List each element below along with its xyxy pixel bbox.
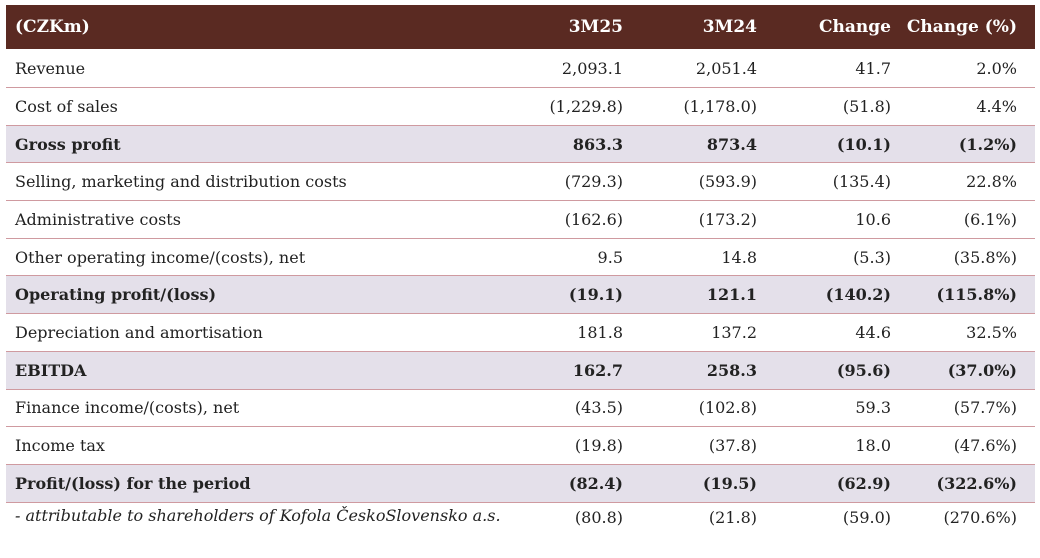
header-label-currency: (CZKm)	[15, 17, 90, 37]
row-label: Profit/(loss) for the period	[15, 473, 251, 493]
value-change-pct: 2.0%	[976, 58, 1017, 78]
table-body: Revenue 2,093.1 2,051.4 41.7 2.0% Cost of sal…	[6, 49, 1035, 547]
row-label: - attributable to shareholders of Kofola…	[15, 505, 501, 525]
table-row: Other operating income/(costs), net 9.5 14…	[6, 239, 1035, 277]
value-3m25: 181.8	[577, 322, 623, 342]
income-statement-table: (CZKm) 3M25 3M24 Change Change (%) Reven…	[6, 5, 1035, 547]
value-3m25: (729.3)	[564, 172, 623, 192]
value-3m25: (19.8)	[574, 436, 623, 456]
table-row: Administrative costs (162.6) (173.2) 10.6 (6…	[6, 201, 1035, 239]
value-3m24: (37.8)	[708, 436, 757, 456]
row-label: Other operating income/(costs), net	[15, 247, 306, 267]
value-3m24: 121.1	[706, 285, 757, 305]
row-label: Operating profit/(loss)	[15, 285, 217, 305]
header-3m24: 3M24	[702, 17, 757, 37]
value-change: 41.7	[855, 58, 891, 78]
value-3m25: 863.3	[572, 134, 623, 154]
value-change: 18.0	[855, 436, 891, 456]
value-change-pct: (37.0%)	[947, 360, 1017, 380]
row-label: Administrative costs	[15, 209, 181, 229]
value-3m24: 14.8	[721, 247, 757, 267]
value-3m24: (1,178.0)	[683, 96, 757, 116]
value-change: (140.2)	[825, 285, 891, 305]
row-label: Selling, marketing and distribution cost…	[15, 172, 347, 192]
row-label: Income tax	[15, 436, 105, 456]
table-row: Revenue 2,093.1 2,051.4 41.7 2.0%	[6, 49, 1035, 88]
value-change-pct: (35.8%)	[953, 247, 1017, 267]
value-3m25: 2,093.1	[561, 58, 623, 78]
value-change-pct: 32.5%	[966, 322, 1017, 342]
value-3m24: (593.9)	[698, 172, 757, 192]
value-change-pct: 4.4%	[976, 96, 1017, 116]
value-3m25: (80.8)	[574, 507, 623, 527]
row-label: EBITDA	[15, 360, 87, 380]
header-change-pct: Change (%)	[906, 17, 1017, 37]
value-change-pct: (1.2%)	[958, 134, 1017, 154]
value-change: (51.8)	[842, 96, 891, 116]
value-3m25: (19.1)	[568, 285, 623, 305]
value-change-pct: (270.6%)	[943, 507, 1018, 527]
value-change: (62.9)	[836, 473, 891, 493]
table-row: Profit/(loss) for the period (82.4) (19.5)…	[6, 464, 1035, 503]
table-row: Income tax (19.8) (37.8) 18.0 (47.6%)	[6, 427, 1035, 465]
value-3m24: 258.3	[706, 360, 757, 380]
table-row: Gross profit 863.3 873.4 (10.1) (1.2%)	[6, 125, 1035, 164]
value-3m24: 2,051.4	[695, 58, 757, 78]
table-row: Operating profit/(loss) (19.1) 121.1 (140.2…	[6, 276, 1035, 315]
value-3m24: (173.2)	[698, 209, 757, 229]
value-change: (59.0)	[842, 507, 891, 527]
table-row: Selling, marketing and distribution cost…	[6, 163, 1035, 202]
value-change: (135.4)	[832, 172, 891, 192]
row-label: Gross profit	[15, 134, 121, 154]
table-row: Finance income/(costs), net (43.5) (102.8)…	[6, 390, 1035, 428]
row-label: Depreciation and amortisation	[15, 322, 263, 342]
row-label: Finance income/(costs), net	[15, 398, 240, 418]
value-change: 44.6	[855, 322, 891, 342]
value-change-pct: (115.8%)	[936, 285, 1017, 305]
table-row: - attributable to shareholders of Kofola…	[6, 503, 1035, 547]
table-row: Depreciation and amortisation 181.8 137.2 4…	[6, 314, 1035, 352]
value-3m25: (1,229.8)	[549, 96, 623, 116]
value-change-pct: (322.6%)	[936, 473, 1017, 493]
header-change: Change	[819, 17, 891, 37]
value-change-pct: 22.8%	[966, 172, 1017, 192]
value-3m25: (43.5)	[574, 398, 623, 418]
table-row: Cost of sales (1,229.8) (1,178.0) (51.8) 4.4…	[6, 88, 1035, 126]
value-3m25: (82.4)	[568, 473, 623, 493]
table-row: EBITDA 162.7 258.3 (95.6) (37.0%)	[6, 351, 1035, 390]
value-change: (95.6)	[836, 360, 891, 380]
header-3m25: 3M25	[568, 17, 623, 37]
row-label: Revenue	[15, 58, 86, 78]
value-3m25: 162.7	[572, 360, 623, 380]
row-label: Cost of sales	[15, 96, 118, 116]
value-3m24: (19.5)	[702, 473, 757, 493]
value-3m25: 9.5	[597, 247, 623, 267]
table-header: (CZKm) 3M25 3M24 Change Change (%)	[6, 5, 1035, 49]
value-3m24: (21.8)	[708, 507, 757, 527]
value-change: 10.6	[855, 209, 891, 229]
value-change-pct: (57.7%)	[953, 398, 1017, 418]
value-change: 59.3	[855, 398, 891, 418]
value-change-pct: (47.6%)	[953, 436, 1017, 456]
value-change: (5.3)	[853, 247, 891, 267]
value-3m25: (162.6)	[564, 209, 623, 229]
value-change-pct: (6.1%)	[963, 209, 1017, 229]
value-3m24: 137.2	[711, 322, 757, 342]
value-3m24: 873.4	[706, 134, 757, 154]
value-3m24: (102.8)	[698, 398, 757, 418]
value-change: (10.1)	[836, 134, 891, 154]
